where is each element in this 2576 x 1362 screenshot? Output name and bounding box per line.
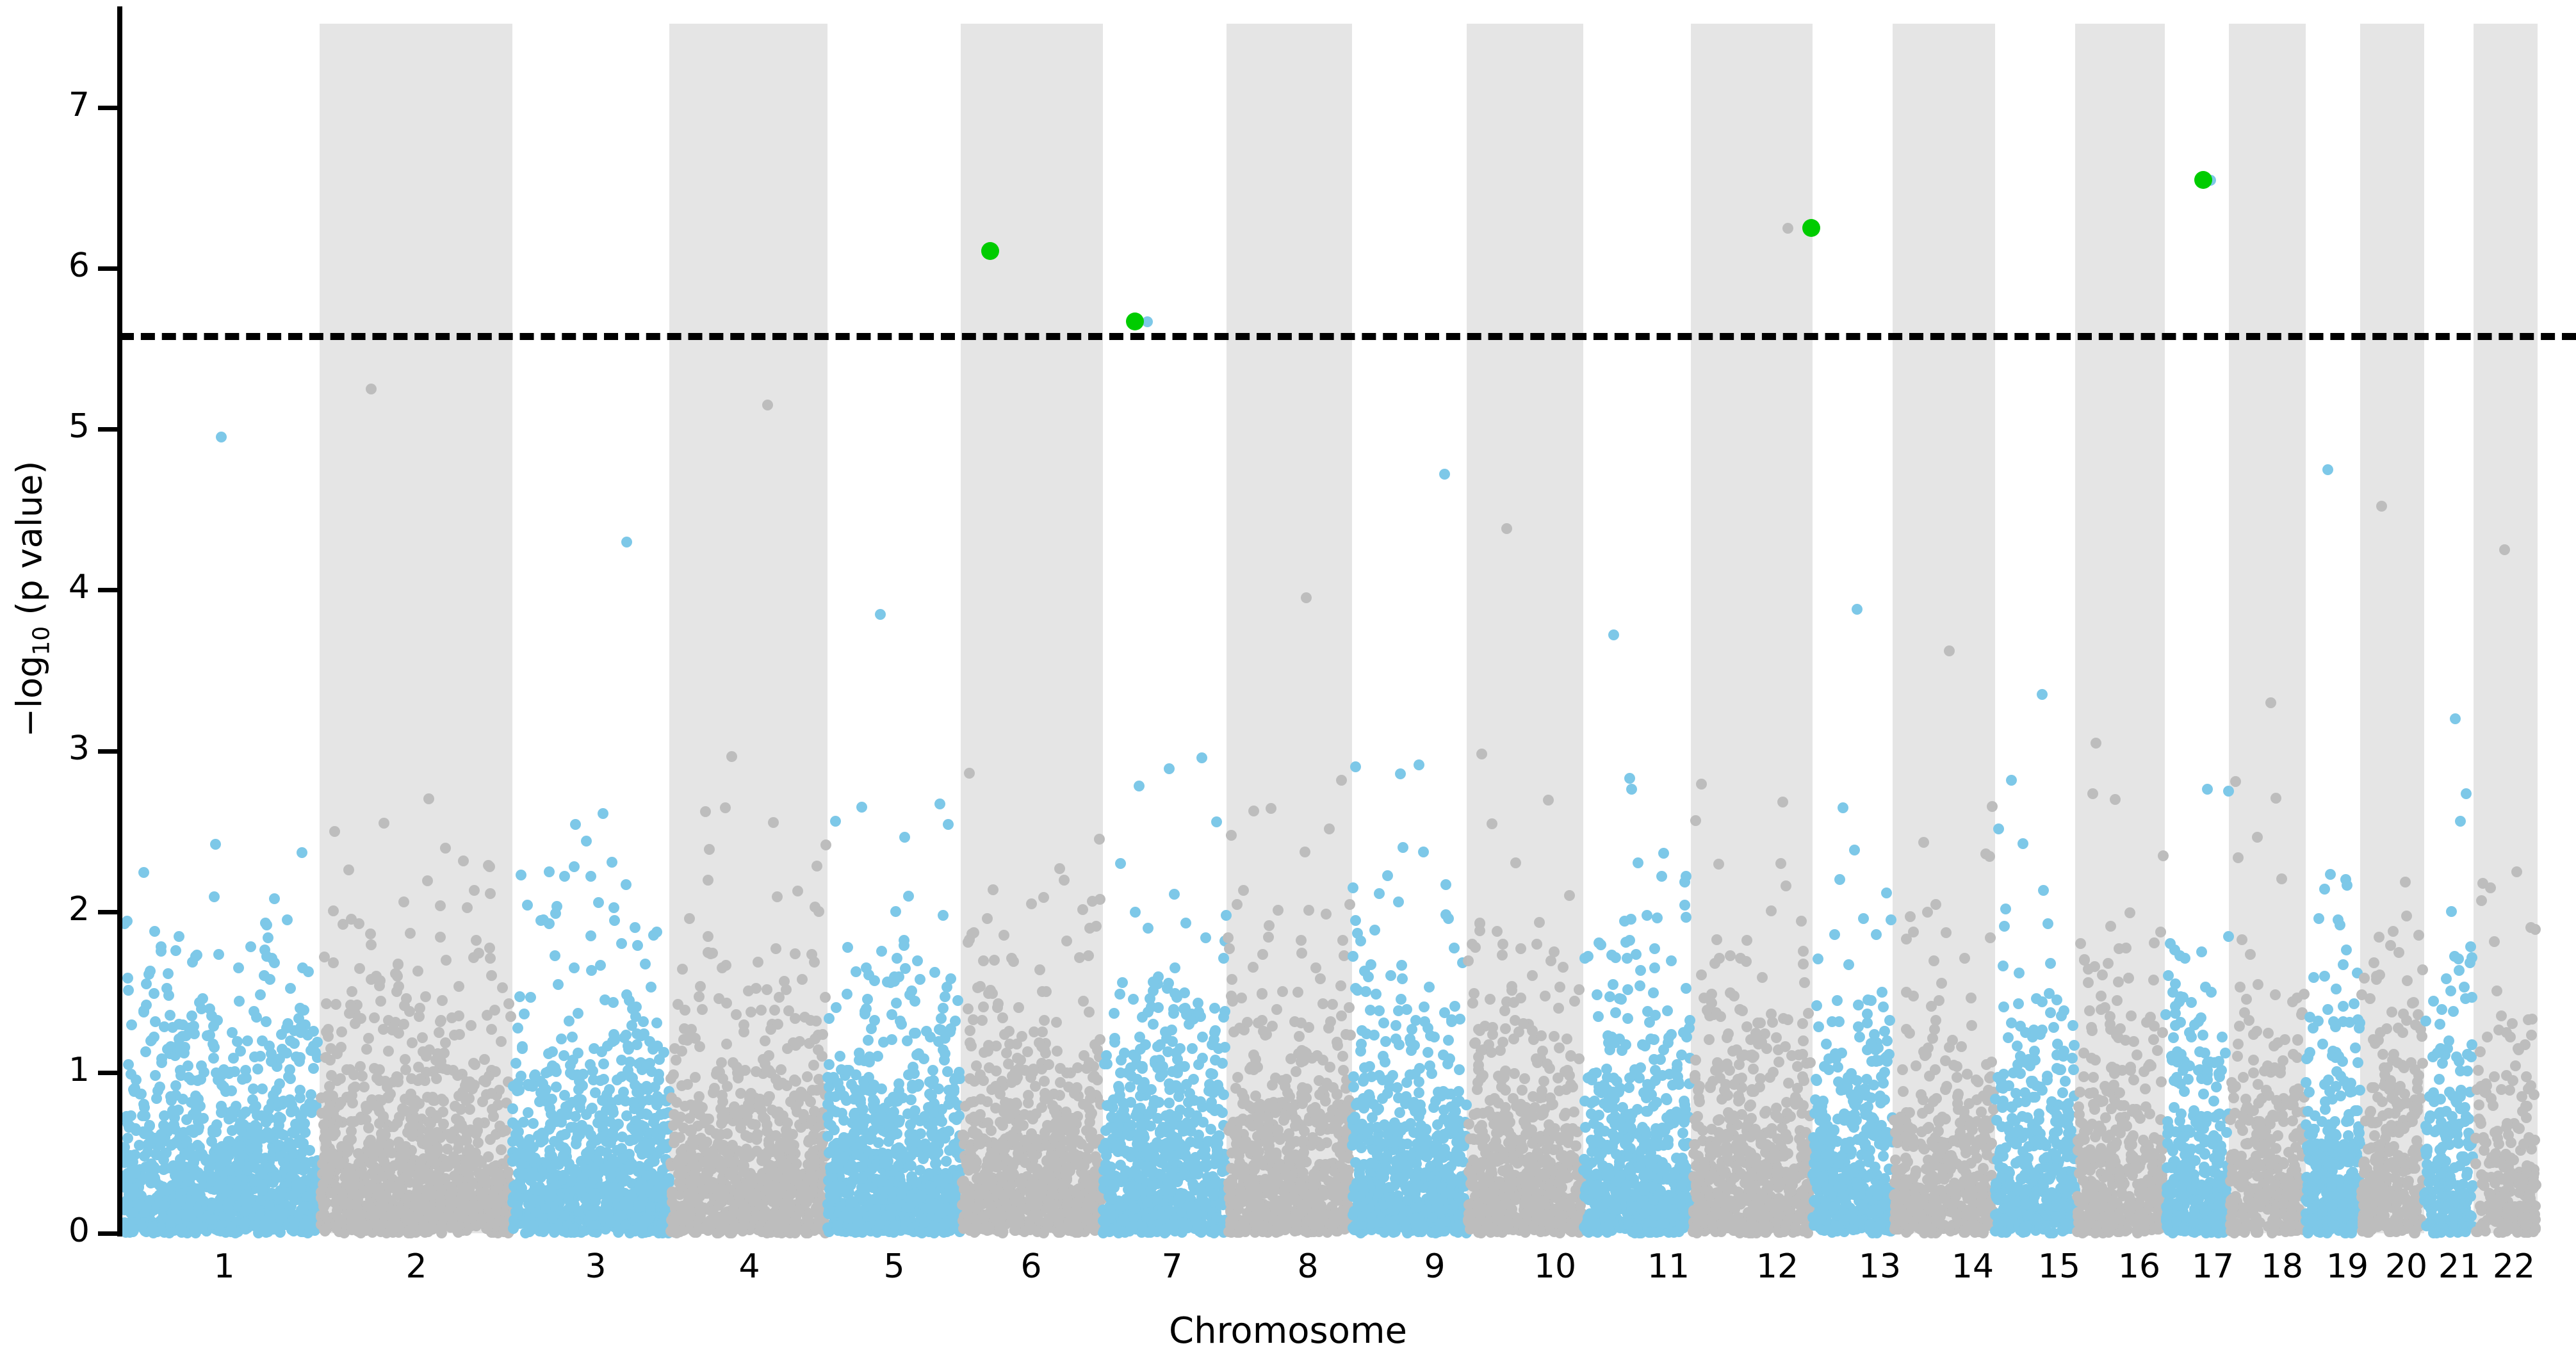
highlighted-snp-chr17[interactable] xyxy=(2194,171,2212,189)
x-tick-label-chr2: 2 xyxy=(405,1250,427,1283)
peak-point-chr14 xyxy=(1944,645,1955,656)
significance-threshold-line xyxy=(120,333,2576,340)
peak-point-chr3 xyxy=(621,537,632,547)
x-tick-label-chr11: 11 xyxy=(1647,1250,1690,1283)
x-tick-label-chr14: 14 xyxy=(1952,1250,1994,1283)
peak-point-chr18 xyxy=(2265,697,2276,708)
x-tick-label-chr22: 22 xyxy=(2493,1250,2535,1283)
y-tick-5 xyxy=(98,427,117,432)
peak-point-chr9 xyxy=(1439,469,1450,480)
x-tick-label-chr20: 20 xyxy=(2385,1250,2427,1283)
peak-point-chr16 xyxy=(2091,738,2101,749)
x-tick-label-chr15: 15 xyxy=(2038,1250,2080,1283)
x-tick-label-chr3: 3 xyxy=(585,1250,606,1283)
highlighted-snp-chr7[interactable] xyxy=(1126,312,1144,330)
y-tick-3 xyxy=(98,749,117,754)
x-tick-label-chr12: 12 xyxy=(1756,1250,1798,1283)
x-tick-label-chr6: 6 xyxy=(1020,1250,1041,1283)
peak-point-chr6 xyxy=(987,245,998,256)
highlighted-snp-chr6[interactable] xyxy=(981,242,999,260)
y-axis-line xyxy=(117,6,122,1236)
peak-point-chr11 xyxy=(1608,629,1619,640)
y-axis-title: −log10 (p value) xyxy=(10,118,55,1079)
y-axis-title-subscript: 10 xyxy=(28,626,54,656)
x-tick-label-chr10: 10 xyxy=(1534,1250,1576,1283)
peak-point-chr15 xyxy=(2037,689,2048,700)
x-tick-label-chr7: 7 xyxy=(1161,1250,1182,1283)
y-tick-6 xyxy=(98,266,117,271)
x-tick-label-chr18: 18 xyxy=(2261,1250,2303,1283)
peak-point-chr1 xyxy=(216,432,227,442)
x-tick-label-chr17: 17 xyxy=(2192,1250,2234,1283)
x-tick-label-chr8: 8 xyxy=(1297,1250,1318,1283)
y-tick-4 xyxy=(98,588,117,592)
peak-point-chr21 xyxy=(2450,713,2461,724)
x-axis-title: Chromosome xyxy=(0,1310,2576,1352)
peak-point-chr19 xyxy=(2322,464,2333,475)
y-tick-7 xyxy=(98,106,117,110)
peak-point-chr10 xyxy=(1501,523,1512,534)
peak-point-chr17 xyxy=(2205,175,2216,186)
x-tick-label-chr21: 21 xyxy=(2438,1250,2481,1283)
y-tick-0 xyxy=(98,1231,117,1236)
y-tick-label-0: 0 xyxy=(38,1212,90,1250)
peak-point-chr12 xyxy=(1782,223,1793,234)
x-tick-label-chr13: 13 xyxy=(1859,1250,1901,1283)
y-axis-title-tail: (p value) xyxy=(10,461,50,626)
peak-point-chr13 xyxy=(1852,604,1863,615)
peak-point-chr5 xyxy=(875,609,886,620)
highlighted-snp-chr12[interactable] xyxy=(1802,219,1820,237)
x-tick-label-chr1: 1 xyxy=(213,1250,234,1283)
x-tick-label-chr9: 9 xyxy=(1424,1250,1445,1283)
x-tick-label-chr16: 16 xyxy=(2118,1250,2160,1283)
peak-point-chr2 xyxy=(366,384,377,394)
peak-point-chr8 xyxy=(1301,592,1312,603)
y-tick-2 xyxy=(98,910,117,914)
peak-point-chr20 xyxy=(2376,501,2387,512)
x-tick-label-chr4: 4 xyxy=(738,1250,760,1283)
y-axis-title-main: −log xyxy=(10,656,50,738)
x-tick-label-chr5: 5 xyxy=(883,1250,904,1283)
y-tick-1 xyxy=(98,1071,117,1075)
peak-point-chr7 xyxy=(1142,316,1153,327)
peak-point-chr22 xyxy=(2499,544,2510,555)
peak-point-chr4 xyxy=(762,400,773,410)
x-tick-label-chr19: 19 xyxy=(2326,1250,2368,1283)
